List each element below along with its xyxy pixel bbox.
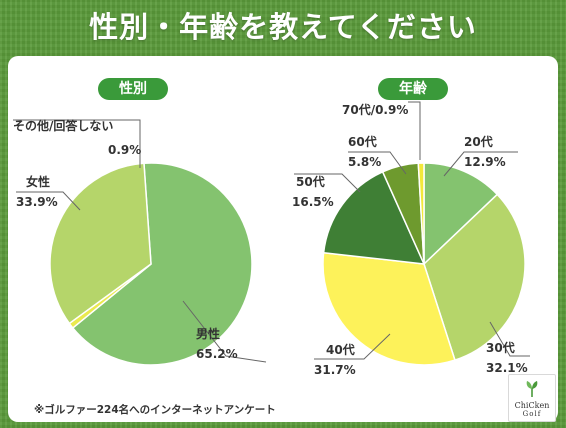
age-slice-5	[417, 162, 425, 265]
slice-name-label: 30代	[486, 340, 515, 355]
slice-value-label: 31.7%	[314, 363, 356, 377]
footnote: ※ゴルファー224名へのインターネットアンケート	[34, 404, 276, 416]
leader-line	[13, 119, 141, 168]
leader-line	[489, 321, 530, 357]
slice-name-label: その他/回答しない	[13, 118, 113, 133]
slice-value-label: 16.5%	[292, 195, 334, 209]
slice-value-label: 33.9%	[16, 195, 58, 209]
slice-name-label: 70代/0.9%	[342, 102, 408, 117]
pie-chart-gender: 男性 65.2% その他/回答しない 0.9% 女性 33.9%	[13, 118, 267, 366]
gender-slice-0	[71, 162, 253, 366]
content-panel: 性別 年齢 男性 65.2% その他/回答しない 0.9% 女性 33.9% 20代 12.9…	[8, 56, 558, 422]
slice-value-label: 0.9%	[108, 143, 141, 157]
slice-name-label: 40代	[326, 342, 355, 357]
gender-slice-2	[49, 162, 152, 325]
logo-text-1: ChiCken	[514, 401, 550, 410]
slice-value-label: 5.8%	[348, 155, 381, 169]
leader-line	[408, 101, 421, 160]
leader-line	[314, 333, 391, 360]
age-slice-0	[423, 162, 499, 266]
slice-value-label: 65.2%	[196, 347, 238, 361]
slice-name-label: 男性	[196, 326, 220, 341]
age-chart-title: 年齢	[378, 78, 448, 100]
slice-name-label: 60代	[348, 134, 377, 149]
leader-line	[294, 173, 361, 193]
leader-line	[16, 191, 81, 211]
chicken-golf-logo: ChiCken Golf	[508, 374, 556, 422]
slice-value-label: 32.1%	[486, 361, 528, 375]
age-slice-2	[322, 251, 456, 366]
leader-line	[443, 151, 518, 177]
page-title: 性別・年齢を教えてください	[89, 10, 477, 44]
logo-text-2: Golf	[522, 410, 542, 418]
slice-name-label: 50代	[296, 174, 325, 189]
age-slice-1	[423, 193, 526, 362]
slice-value-label: 12.9%	[464, 155, 506, 169]
slice-name-label: 女性	[26, 174, 50, 189]
gender-chart-title: 性別	[98, 78, 168, 100]
pie-chart-age: 20代 12.9% 30代 32.1% 40代 31.7% 50代 16.5% 60代 5.8% 7…	[292, 101, 530, 377]
age-slice-3	[322, 170, 426, 265]
leader-line	[182, 300, 267, 363]
leaf-icon	[526, 381, 538, 397]
leader-line	[348, 151, 407, 175]
slice-name-label: 20代	[464, 134, 493, 149]
pie-charts: 男性 65.2% その他/回答しない 0.9% 女性 33.9% 20代 12.9% 30代 32…	[13, 101, 530, 377]
